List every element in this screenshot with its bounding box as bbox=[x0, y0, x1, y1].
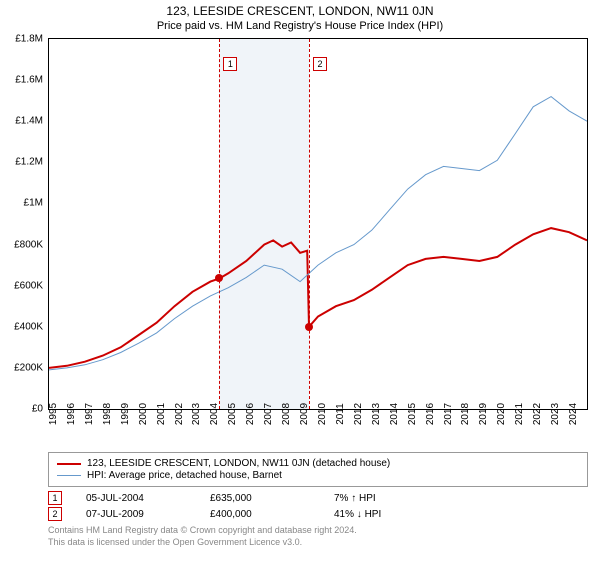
marker-dot bbox=[305, 323, 313, 331]
x-tick-label: 2023 bbox=[550, 403, 561, 425]
sales-date-2: 07-JUL-2009 bbox=[86, 509, 186, 520]
marker-label: 2 bbox=[313, 57, 327, 71]
x-tick-label: 2022 bbox=[532, 403, 543, 425]
y-tick-label: £1.4M bbox=[15, 116, 43, 127]
sales-marker-2: 2 bbox=[48, 507, 62, 521]
x-tick-label: 2007 bbox=[263, 403, 274, 425]
x-tick-label: 1998 bbox=[102, 403, 113, 425]
x-tick-label: 2014 bbox=[389, 403, 400, 425]
x-tick-label: 2000 bbox=[138, 403, 149, 425]
y-tick-label: £400K bbox=[14, 321, 43, 332]
footer: Contains HM Land Registry data © Crown c… bbox=[48, 525, 588, 548]
x-tick-label: 2015 bbox=[407, 403, 418, 425]
sales-price-2: £400,000 bbox=[210, 509, 310, 520]
x-tick-label: 2008 bbox=[281, 403, 292, 425]
x-tick-label: 2003 bbox=[191, 403, 202, 425]
x-tick-label: 2013 bbox=[371, 403, 382, 425]
x-tick-label: 2016 bbox=[425, 403, 436, 425]
sales-table: 1 05-JUL-2004 £635,000 7% ↑ HPI 2 07-JUL… bbox=[48, 491, 588, 521]
x-tick-label: 2006 bbox=[245, 403, 256, 425]
x-tick-label: 1997 bbox=[84, 403, 95, 425]
x-axis: 1995199619971998199920002001200220032004… bbox=[48, 410, 588, 448]
x-tick-label: 1996 bbox=[66, 403, 77, 425]
y-tick-label: £800K bbox=[14, 239, 43, 250]
x-tick-label: 2024 bbox=[568, 403, 579, 425]
legend-swatch-2 bbox=[57, 475, 81, 476]
legend-item-2: HPI: Average price, detached house, Barn… bbox=[57, 470, 579, 481]
footer-line-1: Contains HM Land Registry data © Crown c… bbox=[48, 525, 588, 537]
sales-row-1: 1 05-JUL-2004 £635,000 7% ↑ HPI bbox=[48, 491, 588, 505]
legend-label-1: 123, LEESIDE CRESCENT, LONDON, NW11 0JN … bbox=[87, 458, 390, 469]
y-tick-label: £200K bbox=[14, 362, 43, 373]
y-tick-label: £600K bbox=[14, 280, 43, 291]
x-tick-label: 2004 bbox=[209, 403, 220, 425]
legend-item-1: 123, LEESIDE CRESCENT, LONDON, NW11 0JN … bbox=[57, 458, 579, 469]
y-tick-label: £1M bbox=[24, 198, 43, 209]
y-tick-label: £0 bbox=[32, 404, 43, 415]
x-tick-label: 2009 bbox=[299, 403, 310, 425]
sales-delta-2: 41% ↓ HPI bbox=[334, 509, 434, 520]
chart-lines bbox=[49, 39, 587, 409]
x-tick-label: 2018 bbox=[460, 403, 471, 425]
sales-price-1: £635,000 bbox=[210, 493, 310, 504]
sales-marker-1: 1 bbox=[48, 491, 62, 505]
x-tick-label: 1995 bbox=[48, 403, 59, 425]
marker-dot bbox=[215, 274, 223, 282]
x-tick-label: 2005 bbox=[227, 403, 238, 425]
y-tick-label: £1.2M bbox=[15, 157, 43, 168]
legend-label-2: HPI: Average price, detached house, Barn… bbox=[87, 470, 282, 481]
y-tick-label: £1.8M bbox=[15, 34, 43, 45]
x-tick-label: 2002 bbox=[174, 403, 185, 425]
x-tick-label: 2010 bbox=[317, 403, 328, 425]
chart-container: 123, LEESIDE CRESCENT, LONDON, NW11 0JN … bbox=[0, 4, 600, 564]
sales-date-1: 05-JUL-2004 bbox=[86, 493, 186, 504]
x-tick-label: 1999 bbox=[120, 403, 131, 425]
x-tick-label: 2012 bbox=[353, 403, 364, 425]
x-tick-label: 2021 bbox=[514, 403, 525, 425]
sales-row-2: 2 07-JUL-2009 £400,000 41% ↓ HPI bbox=[48, 507, 588, 521]
sales-delta-1: 7% ↑ HPI bbox=[334, 493, 434, 504]
chart-title: 123, LEESIDE CRESCENT, LONDON, NW11 0JN bbox=[0, 4, 600, 18]
x-tick-label: 2001 bbox=[156, 403, 167, 425]
x-tick-label: 2019 bbox=[478, 403, 489, 425]
y-tick-label: £1.6M bbox=[15, 75, 43, 86]
plot-area: £0£200K£400K£600K£800K£1M£1.2M£1.4M£1.6M… bbox=[48, 38, 588, 410]
chart-subtitle: Price paid vs. HM Land Registry's House … bbox=[0, 20, 600, 32]
x-tick-label: 2011 bbox=[335, 403, 346, 425]
legend: 123, LEESIDE CRESCENT, LONDON, NW11 0JN … bbox=[48, 452, 588, 487]
x-tick-label: 2017 bbox=[443, 403, 454, 425]
marker-label: 1 bbox=[223, 57, 237, 71]
legend-swatch-1 bbox=[57, 463, 81, 465]
x-tick-label: 2020 bbox=[496, 403, 507, 425]
footer-line-2: This data is licensed under the Open Gov… bbox=[48, 537, 588, 549]
